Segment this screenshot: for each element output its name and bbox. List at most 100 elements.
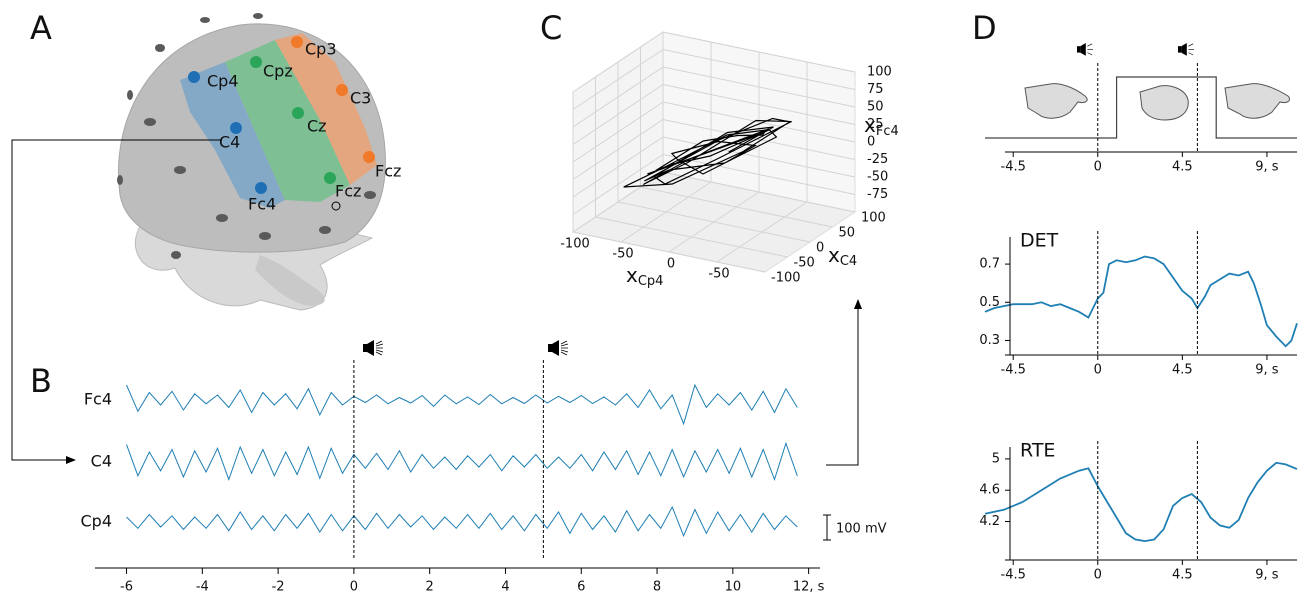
x-tick-label: 9, s bbox=[1255, 160, 1279, 175]
x-tick-label: 4.5 bbox=[1172, 160, 1193, 175]
grid-line bbox=[572, 66, 664, 128]
grid-line bbox=[572, 49, 664, 110]
x-tick-label: 6 bbox=[577, 580, 585, 595]
arrow bbox=[826, 299, 862, 466]
z-tick-label: -25 bbox=[867, 152, 888, 167]
axis-label-sub: Cp4 bbox=[638, 274, 664, 289]
row-label: C4 bbox=[91, 452, 112, 471]
x-tick-label: 0 bbox=[350, 580, 358, 595]
grid-line bbox=[662, 31, 856, 73]
electrode-label: Fcz bbox=[375, 162, 401, 181]
axis-label-sub: Fc4 bbox=[876, 124, 899, 139]
grid-line bbox=[662, 119, 856, 160]
electrode-label: C4 bbox=[219, 133, 240, 152]
x-tick-label: 9, s bbox=[1255, 568, 1279, 583]
y-tick-label: 0.5 bbox=[979, 295, 1000, 310]
row-label: Cp4 bbox=[80, 512, 112, 531]
z-tick-label: 75 bbox=[867, 82, 884, 97]
panel-title: DET bbox=[1020, 230, 1059, 252]
grid-line bbox=[572, 101, 664, 163]
x-tick-label: 4.5 bbox=[1172, 363, 1193, 378]
z-tick-label: -50 bbox=[867, 170, 888, 185]
x-tick-label: 0 bbox=[1094, 568, 1102, 583]
y-tick-label: 5 bbox=[992, 451, 1000, 466]
axis-label-main: x bbox=[626, 263, 638, 287]
x-tick-label: -6 bbox=[120, 580, 133, 595]
y-tick-label: 4.2 bbox=[979, 514, 1000, 529]
z-tick-label: 25 bbox=[867, 117, 884, 132]
x-tick-label: -50 bbox=[612, 247, 633, 262]
panel-label: D bbox=[972, 9, 997, 47]
x-tick-label: 9, s bbox=[1255, 363, 1279, 378]
grid-line bbox=[662, 154, 856, 195]
eeg-trace bbox=[126, 505, 798, 538]
z-tick-label: 0 bbox=[867, 135, 875, 150]
scale-bar-label: 100 mV bbox=[836, 522, 887, 537]
x-tick-label: -4.5 bbox=[1001, 363, 1026, 378]
x-tick-label: -4.5 bbox=[1001, 568, 1026, 583]
x-tick-label: 4.5 bbox=[1172, 568, 1193, 583]
grid-line bbox=[640, 186, 833, 228]
grid-line bbox=[662, 101, 856, 143]
axis-label-main: x bbox=[864, 113, 876, 137]
x-tick-label: 10 bbox=[725, 580, 742, 595]
panel-label: A bbox=[30, 9, 52, 47]
electrode-label: C3 bbox=[350, 89, 371, 108]
grid-line bbox=[572, 231, 766, 273]
axis-label: xFc4 bbox=[864, 113, 899, 139]
grid-line bbox=[662, 171, 856, 213]
panel-label: C bbox=[540, 9, 562, 47]
grid-line bbox=[617, 201, 811, 243]
z-tick-label: 100 bbox=[867, 65, 892, 80]
y-tick-label: 50 bbox=[839, 226, 856, 241]
x-tick-label: 0 bbox=[667, 257, 675, 272]
y-tick-label: -50 bbox=[794, 256, 815, 271]
z-tick-label: 50 bbox=[867, 100, 884, 115]
row-label: Fc4 bbox=[84, 390, 112, 409]
grid-line bbox=[595, 216, 788, 258]
grid-line bbox=[662, 66, 856, 108]
axis-label: xCp4 bbox=[626, 263, 663, 289]
trajectory bbox=[623, 117, 793, 188]
x-tick-label: 4 bbox=[501, 580, 509, 595]
z-tick-label: -75 bbox=[867, 187, 888, 202]
y-tick-label: 4.6 bbox=[979, 483, 1000, 498]
head-illustration bbox=[117, 13, 386, 311]
axis-label-sub: C4 bbox=[840, 254, 857, 269]
measure-line bbox=[984, 255, 1298, 348]
electrode-label: Cp3 bbox=[305, 40, 337, 59]
x-tick-label: 2 bbox=[426, 580, 434, 595]
x-tick-label: 12, s bbox=[793, 580, 825, 595]
x-tick-label: -4.5 bbox=[1001, 160, 1026, 175]
grid-line bbox=[662, 49, 856, 90]
y-tick-label: 100 bbox=[861, 211, 886, 226]
electrode-label: Cpz bbox=[263, 62, 293, 81]
x-tick-label: 8 bbox=[653, 580, 661, 595]
grid-line bbox=[572, 84, 664, 145]
y-tick-label: 0.3 bbox=[979, 333, 1000, 348]
grid-line bbox=[572, 154, 664, 215]
grid-line bbox=[572, 119, 664, 180]
grid-line bbox=[662, 84, 856, 125]
electrode-label: Cz bbox=[307, 117, 327, 136]
arrow bbox=[11, 139, 222, 464]
electrode-label: Fcz bbox=[335, 182, 361, 201]
axis-label: xC4 bbox=[828, 243, 857, 269]
electrode-label: Fc4 bbox=[248, 195, 276, 214]
measure-line bbox=[984, 461, 1298, 543]
stimulus-line bbox=[985, 76, 1297, 139]
grid-line bbox=[572, 31, 664, 93]
electrode-label: Cp4 bbox=[207, 72, 239, 91]
grid-line bbox=[662, 136, 856, 178]
x-tick-label: -2 bbox=[272, 580, 285, 595]
eeg-trace bbox=[126, 383, 798, 426]
scale-bar bbox=[823, 514, 831, 541]
panel-label: B bbox=[30, 362, 52, 400]
panel-title: RTE bbox=[1020, 440, 1055, 462]
y-tick-label: -100 bbox=[771, 271, 801, 286]
speaker-icon bbox=[363, 43, 1195, 356]
x-tick-label: -100 bbox=[560, 237, 590, 252]
y-tick-label: 0.7 bbox=[979, 257, 1000, 272]
